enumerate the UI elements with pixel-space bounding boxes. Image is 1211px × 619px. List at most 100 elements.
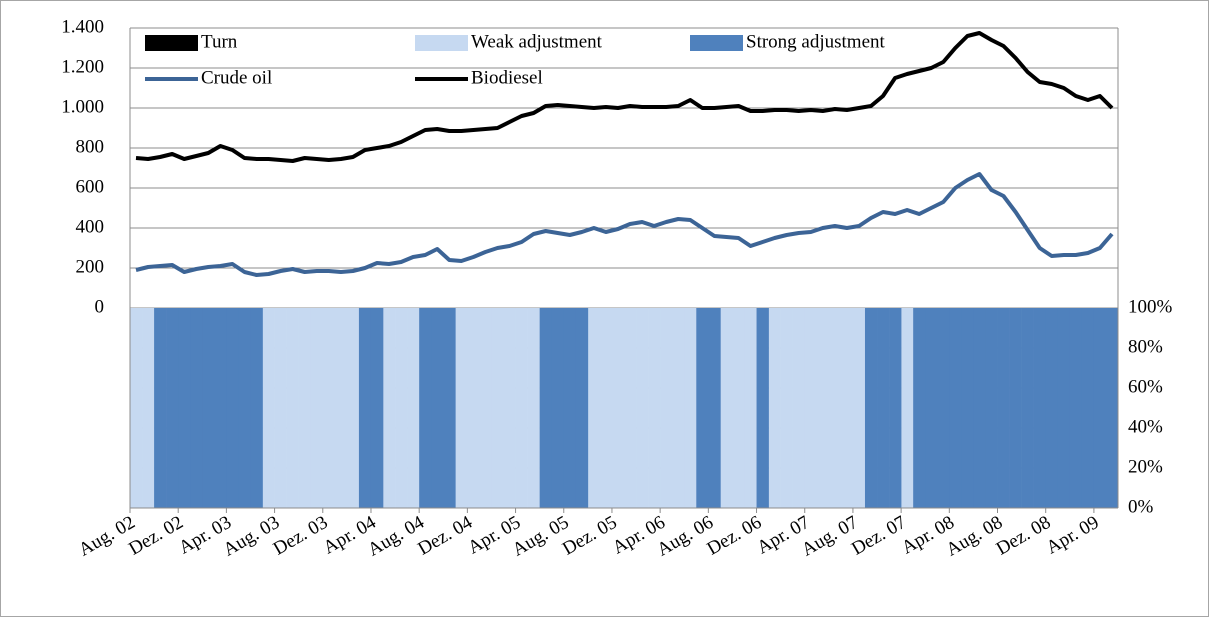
y-tick-label: 200 [76, 256, 105, 277]
bar [660, 308, 673, 508]
bar [503, 308, 516, 508]
bar [238, 308, 251, 508]
line [135, 172, 1114, 277]
bar [792, 308, 806, 508]
bar [599, 308, 613, 508]
bar [901, 308, 914, 508]
bar [636, 308, 649, 508]
line [135, 31, 1114, 163]
bar [527, 308, 540, 508]
bar [961, 308, 974, 508]
y2-tick-label: 40% [1128, 416, 1163, 437]
legend-label: Biodiesel [471, 67, 543, 88]
y-tick-label: 600 [76, 176, 105, 197]
bar [539, 308, 553, 508]
bar [587, 308, 601, 508]
bar [913, 308, 926, 508]
bar [491, 308, 504, 508]
bar [985, 308, 998, 508]
bar [383, 308, 396, 508]
bar [250, 308, 263, 508]
y-tick-label: 1.400 [61, 16, 104, 37]
bar [756, 308, 769, 508]
bar [358, 308, 372, 508]
bar [672, 308, 685, 508]
y-tick-label: 800 [76, 136, 105, 157]
bar [708, 308, 721, 508]
legend-label: Strong adjustment [746, 31, 886, 52]
y2-tick-label: 60% [1128, 376, 1163, 397]
bar [1045, 308, 1059, 508]
bar [154, 308, 167, 508]
bar [166, 308, 179, 508]
bar [563, 308, 577, 508]
bar [1069, 308, 1083, 508]
bar [816, 308, 830, 508]
bar [720, 308, 733, 508]
bar [455, 308, 468, 508]
bar [130, 308, 143, 508]
bar [1081, 308, 1095, 508]
bar [322, 308, 336, 508]
bar [575, 308, 589, 508]
bar [370, 308, 384, 508]
bar [214, 308, 227, 508]
legend-swatch [145, 35, 198, 51]
y2-tick-label: 100% [1128, 296, 1173, 317]
y-tick-label: 1.000 [61, 96, 104, 117]
bar [840, 308, 854, 508]
bar [997, 308, 1010, 508]
bar [346, 308, 360, 508]
bar [925, 308, 938, 508]
bar [889, 308, 902, 508]
bar [877, 308, 890, 508]
bar [479, 308, 492, 508]
legend-swatch [415, 35, 468, 51]
bar [611, 308, 625, 508]
bar [334, 308, 348, 508]
bar [684, 308, 697, 508]
bar [937, 308, 950, 508]
bar [286, 308, 299, 508]
bar [226, 308, 239, 508]
bar [178, 308, 191, 508]
legend-label: Turn [201, 31, 238, 52]
legend-label: Crude oil [201, 67, 272, 88]
bar [310, 308, 324, 508]
bar [1105, 308, 1119, 508]
y-tick-label: 1.200 [61, 56, 104, 77]
bar [407, 308, 420, 508]
bar [1057, 308, 1071, 508]
bar [804, 308, 818, 508]
bars [130, 308, 1119, 508]
legend-swatch [690, 35, 743, 51]
bar [419, 308, 432, 508]
bar [467, 308, 480, 508]
bar [648, 308, 661, 508]
bar [780, 308, 793, 508]
bar [515, 308, 528, 508]
bar [1093, 308, 1107, 508]
y2-tick-label: 0% [1128, 496, 1154, 517]
bar [1009, 308, 1022, 508]
bar [1033, 308, 1047, 508]
bar [202, 308, 215, 508]
legend-label: Weak adjustment [471, 31, 603, 52]
bar [190, 308, 203, 508]
bar [395, 308, 408, 508]
y2-tick-label: 80% [1128, 336, 1163, 357]
bar [624, 308, 637, 508]
bar [864, 308, 878, 508]
y-tick-label: 400 [76, 216, 105, 237]
bar [828, 308, 842, 508]
bar [142, 308, 155, 508]
bar [443, 308, 456, 508]
bar [274, 308, 287, 508]
bar [1021, 308, 1034, 508]
bar [949, 308, 962, 508]
y-tick-label: 0 [95, 296, 105, 317]
bar [732, 308, 745, 508]
bar [298, 308, 312, 508]
bar [696, 308, 709, 508]
